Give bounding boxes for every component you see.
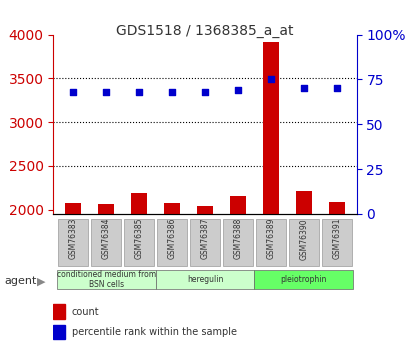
Bar xyxy=(130,193,147,345)
Point xyxy=(201,89,208,95)
FancyBboxPatch shape xyxy=(288,219,318,266)
Bar xyxy=(328,201,344,345)
FancyBboxPatch shape xyxy=(91,219,121,266)
Bar xyxy=(53,304,65,319)
Text: GSM76384: GSM76384 xyxy=(101,218,110,259)
Bar xyxy=(196,206,213,345)
Text: count: count xyxy=(71,307,99,317)
Text: GSM76391: GSM76391 xyxy=(332,218,341,259)
Bar xyxy=(229,196,246,345)
FancyBboxPatch shape xyxy=(190,219,219,266)
Text: agent: agent xyxy=(4,276,36,286)
Point xyxy=(333,86,339,91)
Text: GSM76385: GSM76385 xyxy=(134,218,143,259)
Point xyxy=(135,89,142,95)
Text: GSM76387: GSM76387 xyxy=(200,218,209,259)
Point xyxy=(267,77,274,82)
Text: conditioned medium from
BSN cells: conditioned medium from BSN cells xyxy=(56,270,155,289)
Text: percentile rank within the sample: percentile rank within the sample xyxy=(71,327,236,337)
Bar xyxy=(262,41,279,345)
Bar xyxy=(163,203,180,345)
Text: heregulin: heregulin xyxy=(187,275,222,284)
Point xyxy=(169,89,175,95)
FancyBboxPatch shape xyxy=(124,219,153,266)
Bar xyxy=(65,203,81,345)
Point xyxy=(300,86,306,91)
Text: pleiotrophin: pleiotrophin xyxy=(280,275,326,284)
Point xyxy=(70,89,76,95)
FancyBboxPatch shape xyxy=(155,270,254,289)
FancyBboxPatch shape xyxy=(222,219,252,266)
Point xyxy=(234,87,240,93)
Text: GSM76388: GSM76388 xyxy=(233,218,242,259)
Text: GSM76383: GSM76383 xyxy=(68,218,77,259)
Bar xyxy=(295,191,311,345)
FancyBboxPatch shape xyxy=(321,219,351,266)
Bar xyxy=(53,325,65,339)
FancyBboxPatch shape xyxy=(56,270,155,289)
Text: ▶: ▶ xyxy=(37,276,45,286)
FancyBboxPatch shape xyxy=(254,270,353,289)
Text: GSM76390: GSM76390 xyxy=(299,218,308,259)
Text: GSM76389: GSM76389 xyxy=(266,218,275,259)
FancyBboxPatch shape xyxy=(256,219,285,266)
Point xyxy=(103,89,109,95)
Text: GDS1518 / 1368385_a_at: GDS1518 / 1368385_a_at xyxy=(116,24,293,38)
Text: GSM76386: GSM76386 xyxy=(167,218,176,259)
FancyBboxPatch shape xyxy=(157,219,187,266)
Bar xyxy=(98,204,114,345)
FancyBboxPatch shape xyxy=(58,219,88,266)
